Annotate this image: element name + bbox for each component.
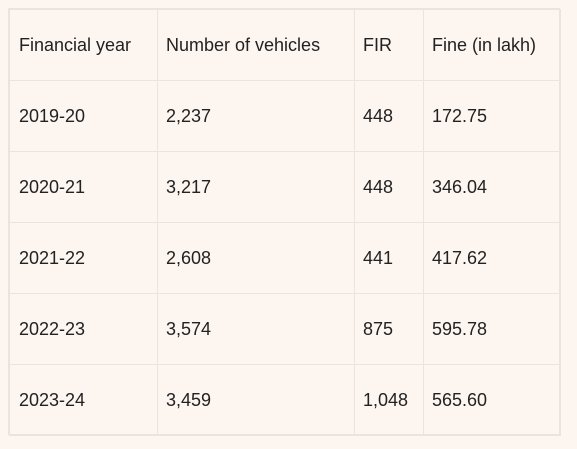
cell-financial-year: 2021-22 xyxy=(9,222,158,294)
cell-number-of-vehicles: 3,459 xyxy=(157,364,355,436)
cell-fine: 595.78 xyxy=(423,293,561,365)
cell-financial-year: 2020-21 xyxy=(9,151,158,223)
column-header-number-of-vehicles: Number of vehicles xyxy=(157,9,355,81)
cell-number-of-vehicles: 3,217 xyxy=(157,151,355,223)
cell-fine: 346.04 xyxy=(423,151,561,223)
cell-fine: 417.62 xyxy=(423,222,561,294)
cell-financial-year: 2019-20 xyxy=(9,80,158,152)
data-table-container: Financial year Number of vehicles FIR Fi… xyxy=(8,8,561,436)
cell-fine: 172.75 xyxy=(423,80,561,152)
table-row: 2021-22 2,608 441 417.62 xyxy=(9,222,561,294)
table-row: 2022-23 3,574 875 595.78 xyxy=(9,293,561,365)
cell-number-of-vehicles: 3,574 xyxy=(157,293,355,365)
cell-fine: 565.60 xyxy=(423,364,561,436)
table-row: 2020-21 3,217 448 346.04 xyxy=(9,151,561,223)
cell-number-of-vehicles: 2,237 xyxy=(157,80,355,152)
cell-fir: 1,048 xyxy=(354,364,424,436)
table-row: 2023-24 3,459 1,048 565.60 xyxy=(9,364,561,436)
table-header-row: Financial year Number of vehicles FIR Fi… xyxy=(9,9,561,81)
cell-financial-year: 2022-23 xyxy=(9,293,158,365)
cell-number-of-vehicles: 2,608 xyxy=(157,222,355,294)
cell-fir: 875 xyxy=(354,293,424,365)
table-row: 2019-20 2,237 448 172.75 xyxy=(9,80,561,152)
column-header-fine: Fine (in lakh) xyxy=(423,9,561,81)
cell-financial-year: 2023-24 xyxy=(9,364,158,436)
column-header-financial-year: Financial year xyxy=(9,9,158,81)
cell-fir: 448 xyxy=(354,151,424,223)
data-table: Financial year Number of vehicles FIR Fi… xyxy=(9,9,561,436)
cell-fir: 441 xyxy=(354,222,424,294)
cell-fir: 448 xyxy=(354,80,424,152)
column-header-fir: FIR xyxy=(354,9,424,81)
